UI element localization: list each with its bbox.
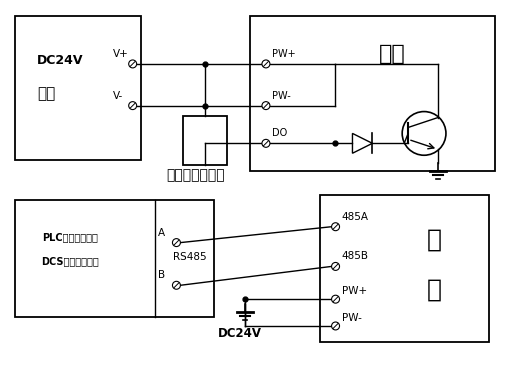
Text: PW-: PW- (272, 91, 291, 101)
Circle shape (173, 239, 180, 247)
Bar (183, 115, 227, 165)
Text: 模块: 模块 (379, 44, 406, 64)
Text: PW+: PW+ (272, 49, 296, 59)
Text: 电源: 电源 (37, 86, 55, 101)
Text: 485A: 485A (342, 212, 369, 222)
Text: 模: 模 (427, 228, 441, 251)
Bar (15, 200, 214, 317)
Bar (250, 16, 495, 171)
Circle shape (262, 102, 270, 110)
Text: B: B (157, 270, 164, 280)
Circle shape (331, 295, 340, 303)
Circle shape (331, 223, 340, 231)
Circle shape (173, 281, 180, 289)
Bar (15, 16, 140, 160)
Text: 485B: 485B (342, 251, 369, 262)
Text: V-: V- (113, 91, 123, 101)
Circle shape (129, 102, 136, 110)
Circle shape (129, 60, 136, 68)
Text: DO: DO (272, 129, 287, 138)
Text: 块: 块 (427, 277, 441, 301)
Text: A: A (157, 228, 164, 238)
Text: PLC、组态软件、: PLC、组态软件、 (42, 233, 98, 243)
Circle shape (262, 60, 270, 68)
Text: RS485: RS485 (173, 253, 206, 262)
Text: DC24V: DC24V (218, 327, 262, 340)
Text: PW-: PW- (342, 313, 361, 323)
Text: PW+: PW+ (342, 286, 366, 296)
Circle shape (262, 139, 270, 147)
Text: 负载（继电器）: 负载（继电器） (166, 168, 224, 182)
Circle shape (331, 322, 340, 330)
Text: DCS组建监控系统: DCS组建监控系统 (41, 256, 99, 267)
Text: DC24V: DC24V (37, 54, 83, 67)
Text: V+: V+ (113, 49, 129, 59)
Bar (320, 195, 489, 342)
Circle shape (331, 262, 340, 270)
